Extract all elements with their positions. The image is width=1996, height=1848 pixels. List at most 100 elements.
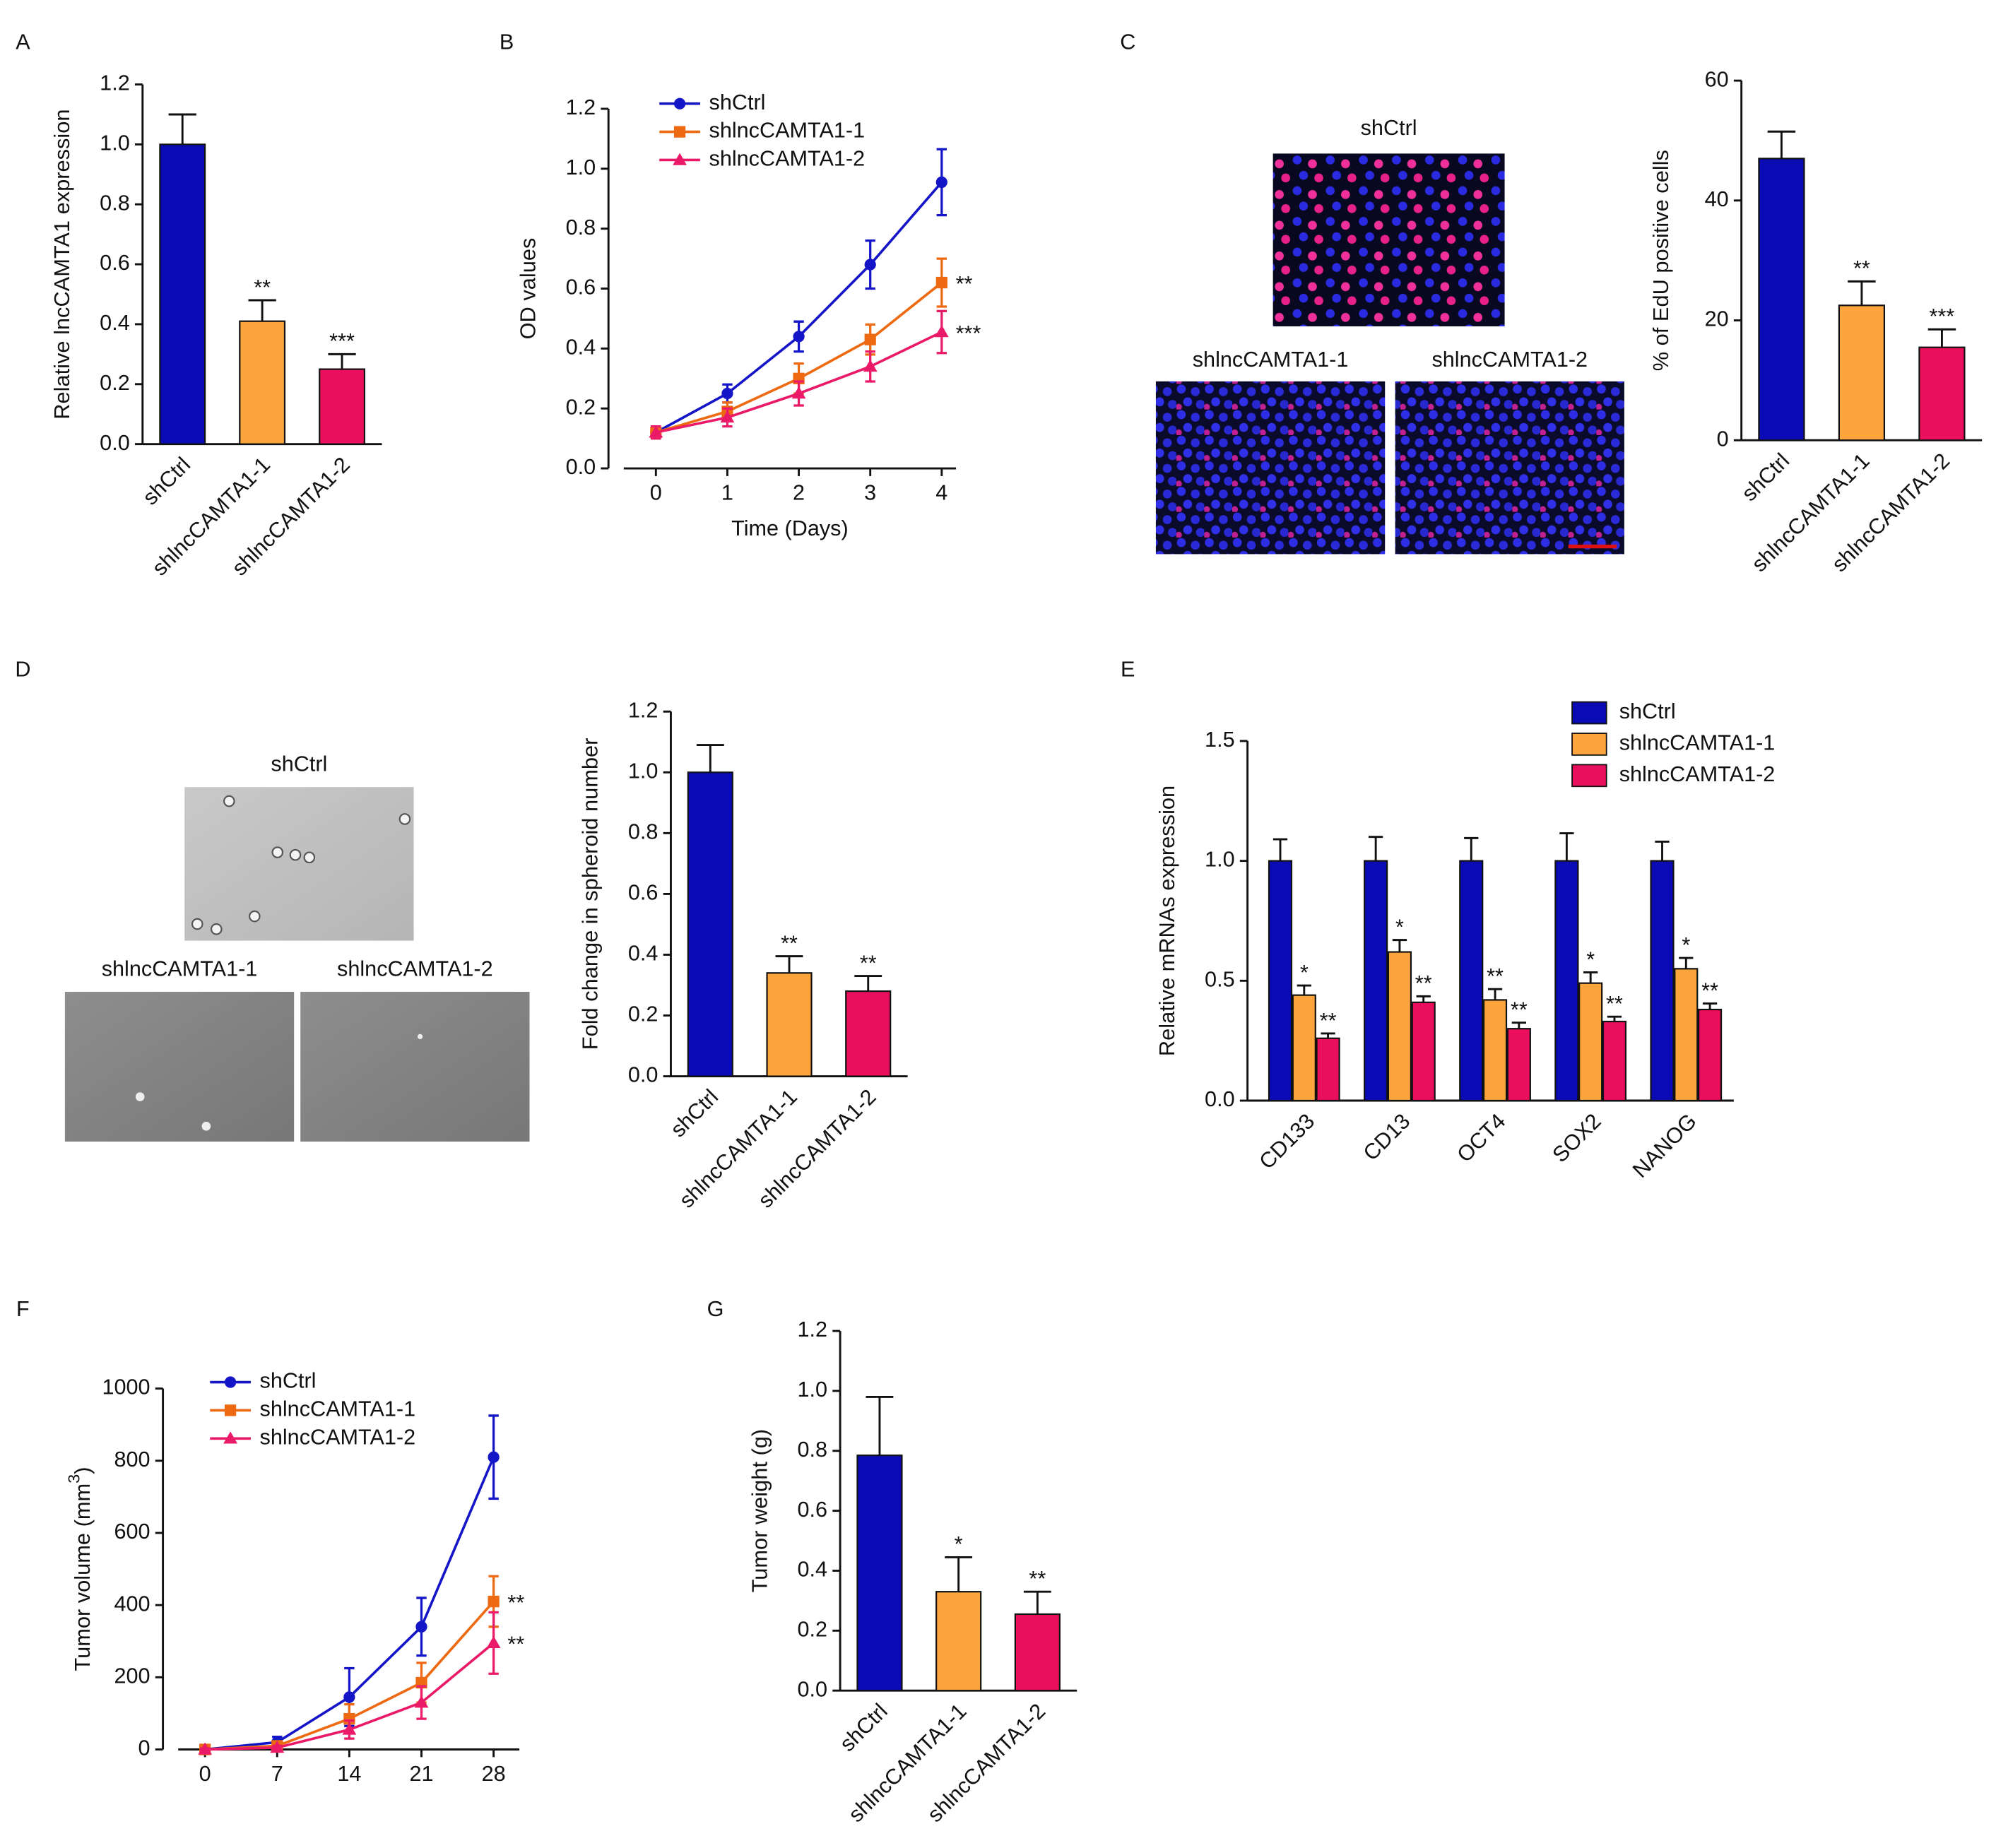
- y-axis-title-end: ): [70, 1467, 95, 1474]
- y-tick-label: 0.0: [798, 1676, 828, 1701]
- significance: **: [1029, 1566, 1046, 1591]
- y-tick-label: 0.2: [798, 1616, 828, 1641]
- error-bar: [1511, 1021, 1526, 1029]
- y-tick-label: 400: [114, 1591, 150, 1616]
- error-bar: [168, 113, 196, 145]
- bar: [766, 972, 813, 1077]
- y-tick-label: 1.2: [628, 697, 659, 722]
- legend-label: shlncCAMTA1-1: [1619, 730, 1776, 755]
- legend-label: shlncCAMTA1-2: [1619, 762, 1776, 786]
- legend-label: shlncCAMTA1-1: [260, 1396, 416, 1421]
- error-bar: [1487, 988, 1503, 1000]
- error-bar: [328, 353, 356, 369]
- x-tick-label: 2: [793, 480, 805, 504]
- micrograph: [1395, 381, 1624, 555]
- error-bar: [1392, 939, 1407, 952]
- x-tick-label: CD13: [1358, 1108, 1415, 1165]
- y-tick-label: 0.6: [628, 879, 659, 904]
- legend-swatch: [1571, 764, 1607, 788]
- marker: [934, 325, 949, 338]
- error-bar: [1321, 1032, 1335, 1038]
- bar: [159, 143, 206, 445]
- marker: [673, 153, 687, 165]
- micrograph: [300, 992, 530, 1142]
- error-bar: [1848, 280, 1876, 306]
- error-bar: [1416, 995, 1431, 1002]
- image-label: shlncCAMTA1-1: [1193, 347, 1349, 372]
- y-tick-label: 0.8: [100, 190, 130, 215]
- y-tick-label: 0.6: [100, 250, 130, 275]
- y-tick-label: 0: [138, 1736, 150, 1760]
- bar: [1698, 1008, 1723, 1102]
- significance: *: [955, 1532, 963, 1556]
- x-tick-label: shCtrl: [835, 1698, 892, 1756]
- bar: [1838, 304, 1886, 442]
- y-tick-label: 0.0: [100, 430, 130, 455]
- bar: [239, 320, 286, 445]
- significance: *: [1586, 947, 1595, 971]
- micrograph: [64, 992, 295, 1142]
- y-tick-label: 0.8: [798, 1437, 828, 1462]
- micrograph: [1272, 153, 1505, 326]
- x-tick-label: CD133: [1254, 1108, 1319, 1174]
- x-tick-label: 3: [864, 480, 876, 504]
- bar: [1014, 1613, 1061, 1692]
- significance: **: [1606, 991, 1623, 1016]
- y-tick-label: 0.0: [1205, 1086, 1235, 1111]
- marker: [720, 410, 735, 423]
- significance: **: [1511, 997, 1528, 1021]
- marker: [224, 1404, 237, 1416]
- bar: [1411, 1001, 1436, 1102]
- bar: [687, 771, 733, 1077]
- x-tick-label: NANOG: [1628, 1108, 1701, 1183]
- bar: [1554, 860, 1579, 1102]
- x-tick-label: 7: [271, 1761, 283, 1786]
- legend-label: shCtrl: [1619, 699, 1676, 723]
- panel-label: G: [707, 1296, 724, 1321]
- x-tick-label: 0: [199, 1761, 211, 1786]
- panel-label: C: [1120, 30, 1135, 54]
- marker: [935, 176, 947, 189]
- bar: [1758, 158, 1805, 442]
- y-tick-label: 0.4: [100, 310, 130, 335]
- y-axis-title: Tumor volume (mm3): [65, 1467, 95, 1671]
- significance: **: [860, 950, 877, 975]
- image-label: shlncCAMTA1-2: [1431, 347, 1588, 372]
- y-axis-title: % of EdU positive cells: [1648, 150, 1673, 371]
- marker: [488, 1451, 500, 1463]
- image-label: shlncCAMTA1-1: [102, 956, 258, 981]
- error-bar: [1767, 130, 1796, 159]
- error-bar: [1583, 971, 1598, 983]
- micrograph: [184, 787, 414, 941]
- x-tick-label: OCT4: [1452, 1108, 1510, 1167]
- error-bar: [696, 744, 724, 773]
- y-tick-label: 0.4: [798, 1557, 828, 1582]
- x-tick-label: 1: [721, 480, 733, 504]
- bar: [319, 368, 365, 445]
- micrograph: [1155, 381, 1386, 555]
- x-tick-label: SOX2: [1547, 1108, 1605, 1167]
- error-bar: [1464, 836, 1479, 861]
- y-tick-label: 20: [1705, 307, 1729, 331]
- legend-swatch: [1571, 701, 1607, 725]
- panel-label: E: [1121, 656, 1135, 681]
- panel-label: B: [500, 30, 514, 54]
- y-tick-label: 1.2: [566, 95, 596, 119]
- bar: [845, 990, 892, 1077]
- y-tick-label: 1000: [102, 1375, 150, 1399]
- marker: [224, 1376, 237, 1388]
- y-tick-label: 0.8: [628, 819, 659, 843]
- marker: [721, 387, 733, 400]
- marker: [198, 1742, 213, 1755]
- legend-swatch: [1571, 733, 1607, 756]
- legend-label: shlncCAMTA1-2: [260, 1424, 416, 1449]
- error-bar: [1272, 838, 1288, 861]
- y-tick-label: 40: [1705, 186, 1729, 211]
- marker: [864, 333, 876, 345]
- significance: **: [781, 930, 798, 955]
- bar: [1459, 860, 1484, 1102]
- y-tick-label: 1.2: [100, 71, 130, 95]
- significance: **: [1415, 971, 1432, 995]
- significance: **: [1320, 1008, 1337, 1033]
